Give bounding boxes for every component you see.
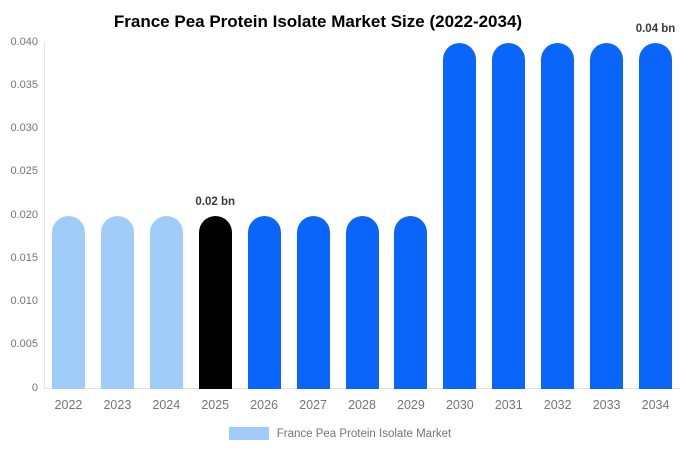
x-tick-2033: 2033: [592, 398, 621, 412]
x-tick-2030: 2030: [445, 398, 474, 412]
bar-2030[interactable]: [443, 42, 477, 389]
x-tick-2029: 2029: [397, 398, 425, 412]
x-tick-2028: 2028: [348, 398, 376, 412]
x-tick-2025: 2025: [201, 398, 230, 412]
bar-2026[interactable]: [247, 215, 281, 389]
x-tick-2027: 2027: [299, 398, 327, 412]
y-tick-0.025: 0.025: [10, 165, 38, 178]
bar-2029[interactable]: [394, 215, 428, 389]
legend[interactable]: France Pea Protein Isolate Market: [0, 427, 680, 440]
bar-2023[interactable]: [100, 215, 134, 389]
x-tick-2031: 2031: [494, 398, 523, 412]
bar-2025[interactable]: [198, 215, 232, 389]
y-tick-0.010: 0.010: [10, 295, 38, 307]
bar-2022[interactable]: [51, 215, 85, 389]
y-tick-0.015: 0.015: [10, 251, 38, 264]
bar-2033[interactable]: [590, 42, 624, 389]
annotation-2034: 0.04 bn: [635, 22, 676, 35]
chart-title: France Pea Protein Isolate Market Size (…: [113, 12, 523, 31]
y-tick-0.005: 0.005: [10, 338, 38, 351]
bar-2028[interactable]: [345, 215, 379, 389]
x-tick-2032: 2032: [543, 398, 572, 412]
y-tick-0: 0: [31, 381, 38, 394]
y-tick-0.030: 0.030: [10, 122, 38, 134]
bar-2024[interactable]: [149, 215, 183, 389]
y-axis-line: [44, 42, 45, 389]
y-tick-0.035: 0.035: [10, 78, 38, 91]
x-tick-2022: 2022: [54, 398, 83, 412]
bar-2032[interactable]: [541, 42, 575, 389]
x-axis-baseline: [44, 388, 680, 389]
legend-label: France Pea Protein Isolate Market: [276, 427, 452, 440]
y-tick-0.040: 0.040: [10, 35, 38, 48]
x-tick-2024: 2024: [152, 398, 181, 412]
annotation-2025: 0.02 bn: [195, 195, 236, 208]
bar-2027[interactable]: [296, 215, 330, 389]
x-tick-2026: 2026: [250, 398, 279, 412]
x-tick-2034: 2034: [641, 398, 670, 412]
bar-2034[interactable]: [639, 42, 673, 389]
legend-swatch: [228, 427, 269, 440]
bar-2031[interactable]: [492, 42, 526, 389]
y-tick-0.020: 0.020: [10, 208, 38, 221]
x-tick-2023: 2023: [103, 398, 132, 412]
